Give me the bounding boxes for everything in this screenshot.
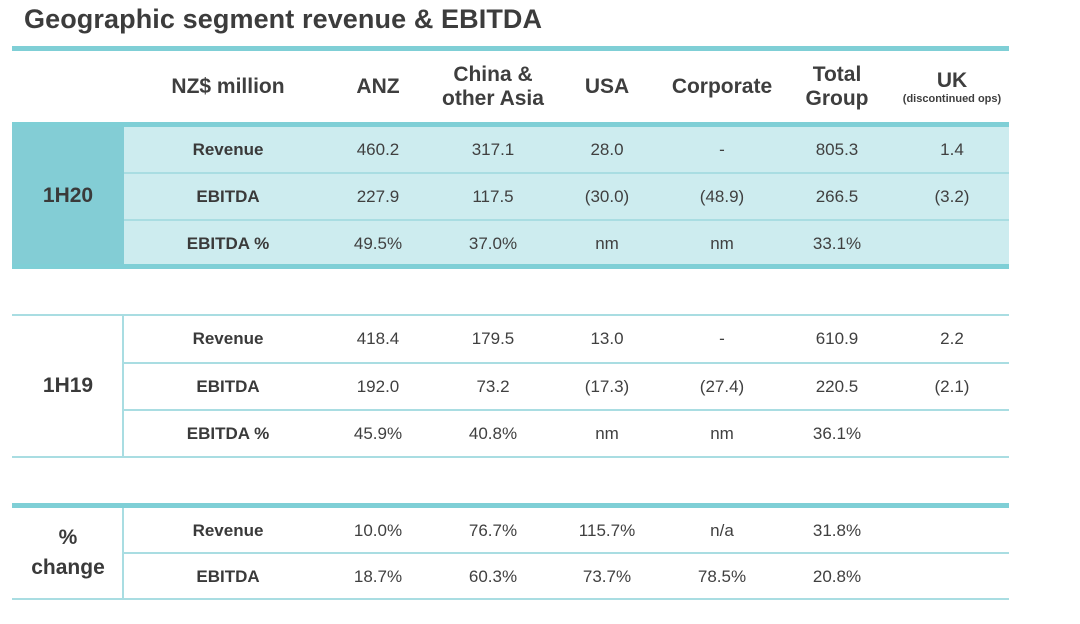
table-cell: (17.3) xyxy=(584,377,630,396)
row-divider xyxy=(124,219,1009,221)
table-cell: 117.5 xyxy=(472,187,514,206)
table-cell: 20.8% xyxy=(812,567,862,586)
table-cell: - xyxy=(719,329,725,348)
column-header-china-asia: China & other Asia xyxy=(442,62,544,110)
period-label-1h20: 1H20 xyxy=(42,184,94,208)
table-cell: 266.5 xyxy=(815,187,859,206)
row-label: EBITDA xyxy=(196,567,260,586)
table-cell: 610.9 xyxy=(815,329,859,348)
table-cell: (30.0) xyxy=(584,187,630,206)
table-cell: 33.1% xyxy=(812,234,862,253)
table-cell: 37.0% xyxy=(468,234,518,253)
row-divider xyxy=(124,552,1009,554)
table-cell: nm xyxy=(595,234,619,253)
column-header-uk: UK (discontinued ops) xyxy=(882,52,1022,122)
period-label-1h19: 1H19 xyxy=(42,373,94,397)
column-divider xyxy=(122,316,124,456)
table-cell: 73.2 xyxy=(476,377,510,396)
period-label-change: % change xyxy=(31,525,105,579)
column-divider xyxy=(122,508,124,598)
table-cell xyxy=(882,411,1022,457)
row-divider xyxy=(124,172,1009,174)
table-cell: 13.0 xyxy=(590,329,624,348)
table-cell: 45.9% xyxy=(353,424,403,443)
table-cell: 1.4 xyxy=(940,140,964,159)
section-bottom-rule xyxy=(12,264,1009,269)
table-cell: 179.5 xyxy=(471,329,515,348)
header-top-rule xyxy=(12,46,1009,51)
table-cell: nm xyxy=(710,234,734,253)
table-cell: nm xyxy=(710,424,734,443)
table-cell: nm xyxy=(595,424,619,443)
column-header-uk-label: UK xyxy=(936,68,968,92)
section-top-rule xyxy=(12,503,1009,508)
header-bottom-rule xyxy=(12,122,1009,127)
header-unit: NZ$ million xyxy=(171,74,285,98)
row-label: EBITDA % xyxy=(186,424,270,443)
table-cell: 418.4 xyxy=(356,329,400,348)
table-cell: 28.0 xyxy=(590,140,624,159)
table-cell: 76.7% xyxy=(468,521,518,540)
table-cell: - xyxy=(719,140,725,159)
table-cell: 317.1 xyxy=(471,140,515,159)
table-cell: 40.8% xyxy=(468,424,518,443)
table-cell: 78.5% xyxy=(697,567,747,586)
table-cell: n/a xyxy=(710,521,734,540)
table-cell: 73.7% xyxy=(582,567,632,586)
table-cell: (48.9) xyxy=(699,187,745,206)
row-divider xyxy=(124,409,1009,411)
table-cell: (27.4) xyxy=(699,377,745,396)
table-cell xyxy=(882,554,1022,600)
table-cell: 805.3 xyxy=(815,140,859,159)
column-header-total-group: Total Group xyxy=(805,62,869,110)
row-label: Revenue xyxy=(192,140,264,159)
table-cell: 60.3% xyxy=(468,567,518,586)
table-cell: 2.2 xyxy=(940,329,964,348)
row-divider xyxy=(124,362,1009,364)
period-label-block-1h20 xyxy=(12,127,124,266)
table-cell: 192.0 xyxy=(356,377,400,396)
table-cell: 10.0% xyxy=(353,521,403,540)
column-header-anz: ANZ xyxy=(356,74,400,98)
table-cell: 115.7% xyxy=(578,521,636,540)
table-cell: (2.1) xyxy=(934,377,970,396)
table-cell xyxy=(882,508,1022,554)
section-top-rule xyxy=(12,314,1009,316)
column-header-usa: USA xyxy=(584,74,630,98)
row-label: EBITDA xyxy=(196,377,260,396)
table-cell: 49.5% xyxy=(353,234,403,253)
table-cell: 18.7% xyxy=(353,567,403,586)
table-cell: 460.2 xyxy=(356,140,400,159)
table-cell: 227.9 xyxy=(356,187,400,206)
row-band-1h20 xyxy=(124,127,1009,266)
table-bottom-rule xyxy=(12,598,1009,600)
row-label: EBITDA xyxy=(196,187,260,206)
row-label: EBITDA % xyxy=(186,234,270,253)
section-bottom-rule xyxy=(12,456,1009,458)
table-cell: 220.5 xyxy=(815,377,859,396)
table-cell: (3.2) xyxy=(934,187,970,206)
row-label: Revenue xyxy=(192,521,264,540)
column-header-uk-note: (discontinued ops) xyxy=(902,92,1002,105)
table-cell xyxy=(882,221,1022,267)
page-title: Geographic segment revenue & EBITDA xyxy=(24,4,543,34)
table-cell: 31.8% xyxy=(812,521,862,540)
column-header-corporate: Corporate xyxy=(671,74,773,98)
row-label: Revenue xyxy=(192,329,264,348)
table-cell: 36.1% xyxy=(812,424,862,443)
